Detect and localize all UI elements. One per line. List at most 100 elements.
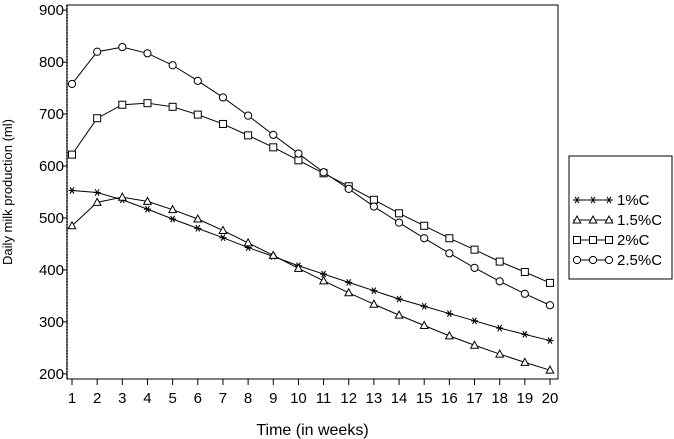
triangle-marker [394,310,404,319]
circle-marker [369,202,378,211]
series-circle [67,42,555,310]
x-tick-label: 19 [516,390,533,407]
legend-label: 2%C [617,232,650,249]
square-marker [470,245,479,254]
square-marker [369,195,378,204]
asterisk-marker [370,287,378,295]
marker-stroke [145,205,150,213]
square-marker [118,100,127,109]
asterisk-marker [169,215,177,223]
square-marker [520,267,529,276]
legend-box [568,155,673,280]
asterisk-marker [445,310,453,317]
y-tick-label: 200 [39,366,64,383]
asterisk-marker [573,196,581,204]
square-marker [420,221,429,230]
legend-item: 1.5%C [572,212,662,229]
marker-stroke [396,295,402,303]
triangle-marker [268,250,278,259]
series-line [71,102,551,284]
circle-marker [67,79,77,89]
x-tick-label: 5 [168,390,176,407]
triangle-marker [218,225,228,234]
legend-label: 1.5%C [617,212,662,229]
triangle-marker [572,214,582,224]
y-tick-label: 600 [39,158,64,175]
asterisk-marker [471,317,479,325]
asterisk-marker [143,205,151,213]
x-tick-label: 13 [366,390,383,407]
legend-label: 1%C [617,192,650,209]
triangle-marker [293,263,304,272]
series-triangle [67,192,555,374]
marker-stroke [606,196,612,204]
legend-item: 2.5%C [572,252,662,269]
circle-marker [193,76,202,85]
marker-stroke [321,270,326,278]
x-tick-label: 2 [93,390,101,407]
x-tick-label: 1 [68,390,76,407]
square-marker [168,102,177,111]
square-marker [143,99,152,108]
asterisk-marker [194,224,202,232]
series-layer [67,42,555,374]
square-marker [244,131,253,140]
asterisk-marker [546,337,554,344]
triangle-marker [545,365,555,374]
x-tick-label: 17 [466,390,483,407]
y-tick-label: 500 [39,210,64,227]
marker-stroke [590,196,596,204]
triangle-marker [344,287,354,297]
y-tick-label: 400 [39,262,64,279]
asterisk-marker [219,234,227,242]
legend-label: 2.5%C [617,252,662,269]
marker-stroke [574,196,580,204]
marker-stroke [220,234,226,242]
circle-marker [545,301,555,310]
x-tick-label: 10 [290,390,307,407]
circle-marker [344,184,353,193]
square-marker [218,119,227,128]
x-axis-title: Time (in weeks) [256,422,368,439]
triangle-marker [193,213,203,223]
circle-marker [394,218,404,227]
triangle-marker [117,192,127,201]
square-marker [193,110,202,119]
x-tick-label: 4 [143,390,151,407]
square-marker [573,236,581,244]
asterisk-marker [345,278,353,286]
series-asterisk [68,187,554,344]
circle-marker [588,255,598,265]
circle-marker [470,263,479,272]
x-tick-label: 14 [391,390,408,407]
legend-item: 1%C [573,192,650,209]
circle-marker [294,149,303,158]
triangle-marker [318,275,329,285]
circle-marker [520,289,529,298]
triangle-marker [243,237,253,247]
triangle-marker [67,220,77,230]
circle-marker [93,47,102,56]
asterisk-marker [589,196,597,204]
triangle-marker [520,357,530,366]
x-tick-label: 20 [542,390,559,407]
legend-item: 2%C [573,232,650,249]
circle-marker [572,255,582,265]
square-marker [589,236,597,244]
triangle-marker [167,204,178,214]
circle-marker [168,61,177,70]
triangle-marker [369,299,379,308]
marker-stroke [547,337,553,344]
square-marker [546,278,554,287]
triangle-marker [604,214,614,224]
legend: 1%C 1.5%C 2%C 2.5%C [568,155,673,280]
marker-stroke [346,278,352,286]
x-tick-label: 11 [316,390,332,407]
square-marker [495,257,504,266]
marker-stroke [94,189,100,196]
x-tick-label: 9 [269,390,277,407]
circle-marker [218,93,228,102]
asterisk-marker [521,330,529,338]
asterisk-marker [420,302,428,310]
